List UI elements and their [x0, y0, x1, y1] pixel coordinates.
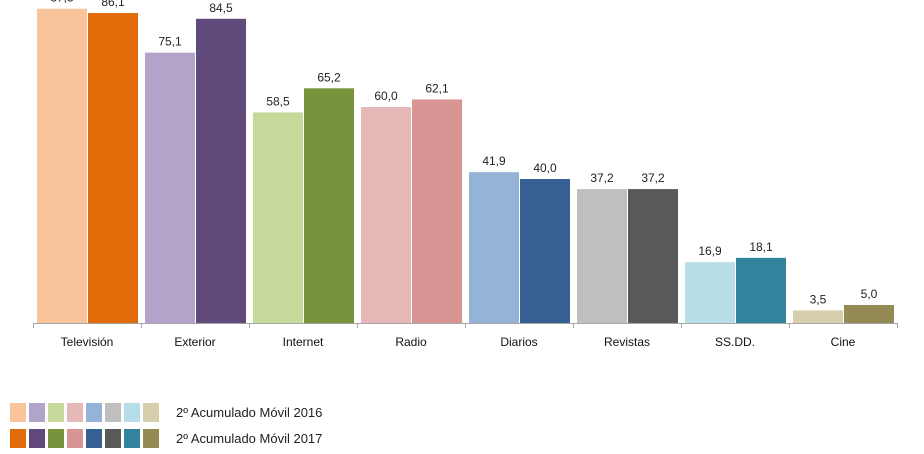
bar [520, 179, 570, 323]
data-label: 37,2 [641, 171, 665, 185]
bar [577, 189, 627, 323]
legend-swatch [105, 428, 124, 448]
data-label: 65,2 [317, 70, 341, 84]
legend-label-2017: 2º Acumulado Móvil 2017 [176, 430, 323, 446]
data-label: 62,1 [425, 81, 449, 95]
data-label: 58,5 [266, 94, 290, 108]
bar [361, 107, 411, 323]
category-label: Televisión [61, 335, 114, 349]
data-label: 18,1 [749, 240, 773, 254]
legend-swatch [29, 402, 48, 422]
legend-swatches-2017 [10, 428, 162, 448]
legend-swatch [67, 402, 86, 422]
data-label: 16,9 [698, 244, 722, 258]
category-label: Exterior [174, 335, 215, 349]
category-label: Diarios [500, 335, 537, 349]
legend-swatch [86, 428, 105, 448]
data-label: 60,0 [374, 89, 398, 103]
legend-swatch [105, 402, 124, 422]
data-label: 5,0 [861, 287, 878, 301]
data-label: 75,1 [158, 35, 182, 49]
legend-label-2016: 2º Acumulado Móvil 2016 [176, 404, 323, 420]
legend-swatch [10, 402, 29, 422]
bar [685, 262, 735, 323]
category-label: Cine [831, 335, 856, 349]
legend-swatch [48, 428, 67, 448]
legend-swatch [48, 402, 67, 422]
legend-row-2016: 2º Acumulado Móvil 2016 [10, 402, 322, 422]
bar [469, 172, 519, 323]
bar [844, 305, 894, 323]
bar [145, 52, 195, 323]
legend-swatch [143, 428, 162, 448]
bar [88, 13, 138, 323]
legend-swatch [29, 428, 48, 448]
data-label: 84,5 [209, 1, 233, 15]
bar [304, 88, 354, 323]
bar [37, 8, 87, 323]
data-label: 37,2 [590, 171, 614, 185]
legend-swatch [67, 428, 86, 448]
data-label: 86,1 [101, 0, 125, 9]
legend-swatch [124, 402, 143, 422]
legend-swatches-2016 [10, 402, 162, 422]
bar [412, 99, 462, 323]
bar [736, 257, 786, 323]
legend-row-2017: 2º Acumulado Móvil 2017 [10, 428, 322, 448]
legend-swatch [86, 402, 105, 422]
data-label: 41,9 [482, 154, 506, 168]
legend-swatch [143, 402, 162, 422]
category-label: Radio [395, 335, 427, 349]
bar [253, 112, 303, 324]
legend-swatch [124, 428, 143, 448]
bar-chart: 87,3 86,1 Televisión 75,1 84,5 Exterior 58,5 65… [33, 0, 898, 349]
category-label: Revistas [604, 335, 650, 349]
bar [628, 189, 678, 323]
category-label: SS.DD. [715, 335, 755, 349]
bar [196, 18, 246, 324]
data-label: 3,5 [810, 292, 827, 306]
category-label: Internet [283, 335, 324, 349]
data-label: 87,3 [50, 0, 74, 5]
bar [793, 310, 843, 323]
data-label: 40,0 [533, 161, 557, 175]
legend-swatch [10, 428, 29, 448]
